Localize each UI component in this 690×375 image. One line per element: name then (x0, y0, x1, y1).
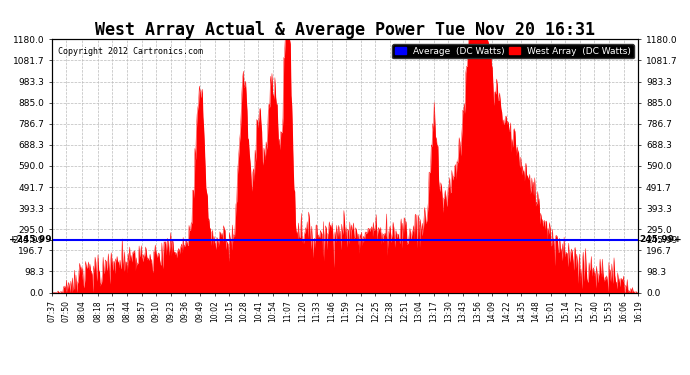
Text: 245.99+: 245.99+ (639, 235, 682, 244)
Title: West Array Actual & Average Power Tue Nov 20 16:31: West Array Actual & Average Power Tue No… (95, 21, 595, 39)
Text: +245.99: +245.99 (8, 235, 51, 244)
Text: Copyright 2012 Cartronics.com: Copyright 2012 Cartronics.com (58, 47, 203, 56)
Legend: Average  (DC Watts), West Array  (DC Watts): Average (DC Watts), West Array (DC Watts… (392, 44, 633, 58)
